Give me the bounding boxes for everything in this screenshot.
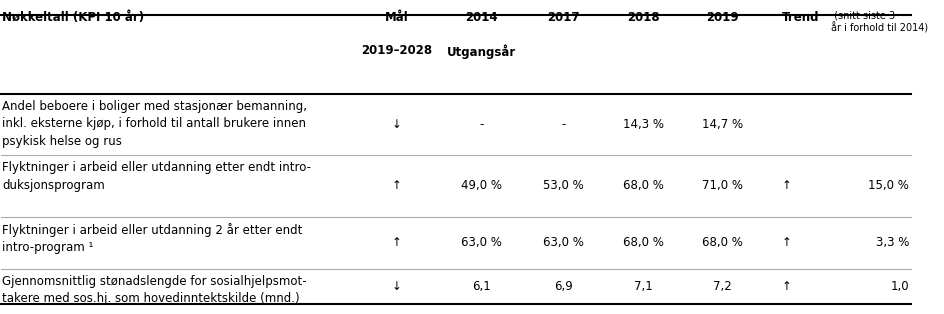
- Text: 6,1: 6,1: [472, 280, 491, 293]
- Text: ↓: ↓: [392, 280, 401, 293]
- Text: 49,0 %: 49,0 %: [461, 179, 501, 192]
- Text: 7,1: 7,1: [633, 280, 652, 293]
- Text: Gjennomsnittlig stønadslengde for sosialhjelpsmot-
takere med sos.hj. som hovedi: Gjennomsnittlig stønadslengde for sosial…: [2, 275, 307, 306]
- Text: 63,0 %: 63,0 %: [543, 236, 583, 249]
- Text: ↓: ↓: [392, 118, 401, 131]
- Text: 6,9: 6,9: [553, 280, 572, 293]
- Text: 14,7 %: 14,7 %: [701, 118, 742, 131]
- Text: ↑: ↑: [392, 236, 401, 249]
- Text: ↑: ↑: [781, 280, 790, 293]
- Text: 2017: 2017: [547, 11, 579, 24]
- Text: Nøkkeltall (KPI 10 år): Nøkkeltall (KPI 10 år): [2, 11, 144, 24]
- Text: 1,0: 1,0: [889, 280, 908, 293]
- Text: Utgangsår: Utgangsår: [447, 44, 515, 59]
- Text: 63,0 %: 63,0 %: [461, 236, 501, 249]
- Text: 68,0 %: 68,0 %: [622, 179, 664, 192]
- Text: (snitt siste 3
år i forhold til 2014): (snitt siste 3 år i forhold til 2014): [830, 11, 927, 34]
- Text: ↑: ↑: [392, 179, 401, 192]
- Text: ↑: ↑: [781, 179, 790, 192]
- Text: Flyktninger i arbeid eller utdanning 2 år etter endt
intro-program ¹: Flyktninger i arbeid eller utdanning 2 å…: [2, 223, 302, 254]
- Text: 2018: 2018: [627, 11, 659, 24]
- Text: 15,0 %: 15,0 %: [868, 179, 908, 192]
- Text: -: -: [479, 118, 483, 131]
- Text: Andel beboere i boliger med stasjonær bemanning,
inkl. eksterne kjøp, i forhold : Andel beboere i boliger med stasjonær be…: [2, 100, 307, 148]
- Text: 68,0 %: 68,0 %: [701, 236, 742, 249]
- Text: 53,0 %: 53,0 %: [543, 179, 583, 192]
- Text: 3,3 %: 3,3 %: [875, 236, 908, 249]
- Text: -: -: [561, 118, 565, 131]
- Text: 71,0 %: 71,0 %: [701, 179, 742, 192]
- Text: 7,2: 7,2: [713, 280, 732, 293]
- Text: Mål: Mål: [385, 11, 409, 24]
- Text: 2019–2028: 2019–2028: [362, 44, 432, 57]
- Text: 2014: 2014: [464, 11, 497, 24]
- Text: 2019: 2019: [705, 11, 738, 24]
- Text: 14,3 %: 14,3 %: [622, 118, 664, 131]
- Text: Flyktninger i arbeid eller utdanning etter endt intro-
duksjonsprogram: Flyktninger i arbeid eller utdanning ett…: [2, 161, 311, 192]
- Text: Trend: Trend: [781, 11, 818, 24]
- Text: 68,0 %: 68,0 %: [622, 236, 664, 249]
- Text: ↑: ↑: [781, 236, 790, 249]
